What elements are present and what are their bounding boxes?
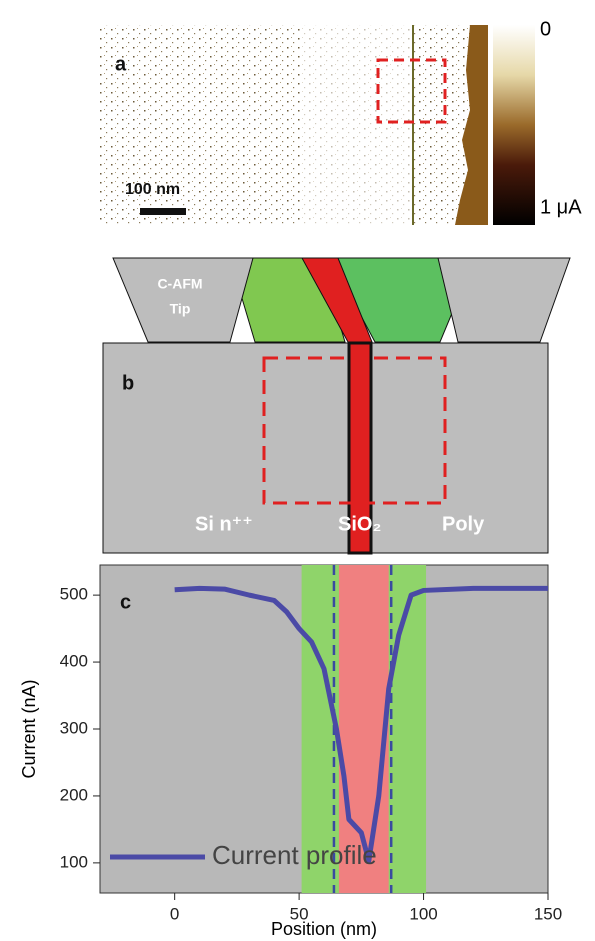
panel-label: a — [115, 53, 127, 75]
afm-light — [300, 25, 410, 225]
scale-bar — [140, 208, 186, 215]
x-tick-label: 100 — [409, 904, 437, 923]
y-tick-label: 300 — [60, 718, 88, 737]
legend-label: Current profile — [212, 840, 377, 870]
x-tick-label: 0 — [170, 904, 179, 923]
colorbar-label: 0 — [540, 18, 551, 40]
y-tick-label: 100 — [60, 852, 88, 871]
y-tick-label: 200 — [60, 785, 88, 804]
x-axis-label: Position (nm) — [271, 919, 377, 939]
colorbar — [493, 25, 535, 225]
region-label: Poly — [442, 513, 485, 535]
tip-label: Tip — [170, 301, 191, 317]
figure: a 100 nm 0 1 μA C-AFM Tip b Si n⁺⁺ SiO₂ … — [0, 0, 595, 941]
scale-bar-label: 100 nm — [125, 181, 180, 198]
y-axis-label: Current (nA) — [19, 679, 39, 778]
tip-label: C-AFM — [157, 276, 202, 292]
panel-label: c — [120, 591, 131, 613]
y-tick-label: 500 — [60, 585, 88, 604]
page: {"panel_a": {"label": "a", "scale_bar": … — [0, 0, 595, 941]
region-label: SiO₂ — [338, 513, 381, 535]
x-tick-label: 150 — [534, 904, 562, 923]
tip — [438, 258, 570, 342]
y-tick-label: 400 — [60, 652, 88, 671]
colorbar-label: 1 μA — [540, 196, 582, 218]
panel-label: b — [122, 372, 134, 394]
region-label: Si n⁺⁺ — [195, 513, 253, 535]
